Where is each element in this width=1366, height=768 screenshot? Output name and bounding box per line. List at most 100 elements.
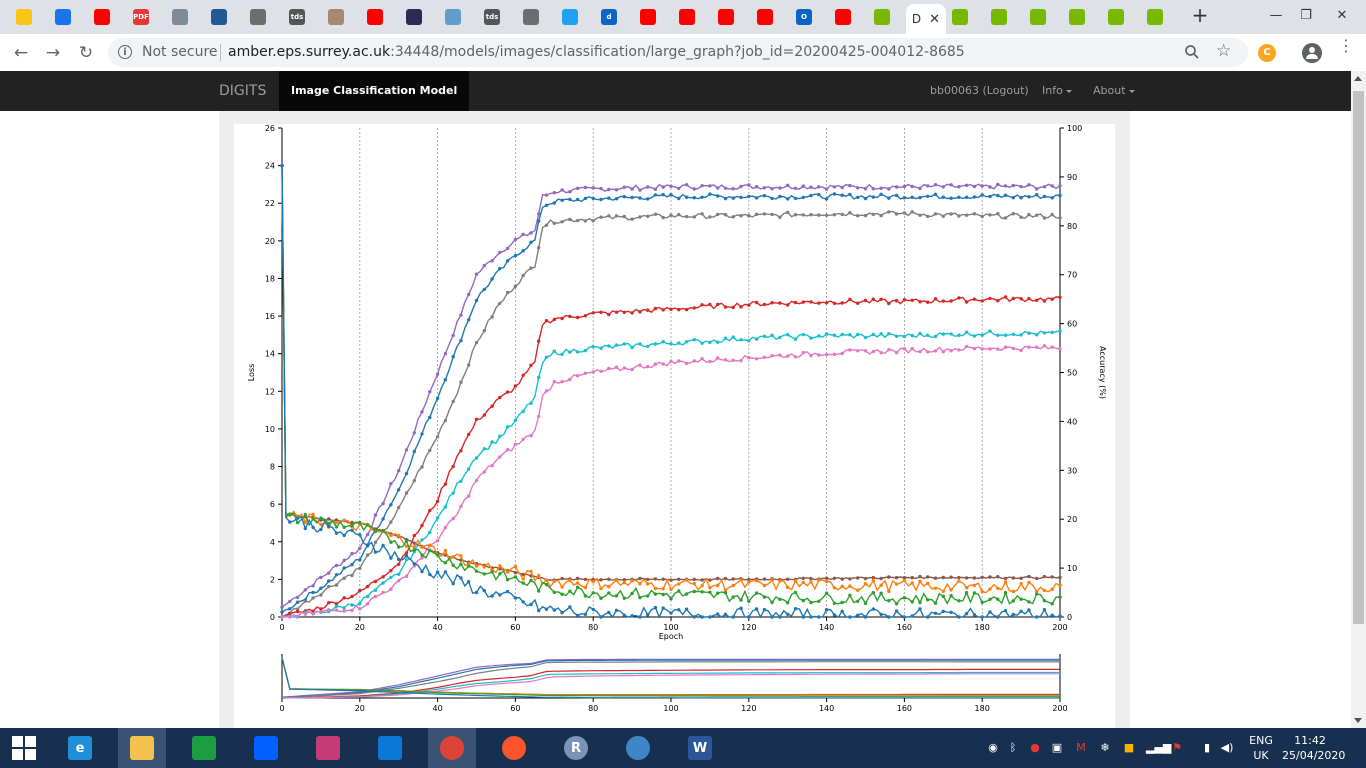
data-point bbox=[552, 379, 556, 384]
system-clock[interactable]: 11:42 25/04/2020 bbox=[1282, 733, 1345, 763]
tray-disk-icon[interactable]: ▣ bbox=[1051, 741, 1063, 754]
browser-tab[interactable] bbox=[1062, 4, 1092, 30]
scroll-down-arrow-icon[interactable] bbox=[1354, 718, 1362, 723]
taskbar-onedrive-button[interactable] bbox=[366, 728, 414, 768]
browser-tab[interactable] bbox=[555, 4, 585, 30]
data-point bbox=[949, 332, 953, 336]
taskbar-chrome-button[interactable] bbox=[428, 728, 476, 768]
browser-tab[interactable] bbox=[9, 4, 39, 30]
url-text[interactable]: amber.eps.surrey.ac.uk:34448/models/imag… bbox=[228, 44, 965, 60]
snowflake-icon[interactable]: ❄ bbox=[1100, 741, 1110, 754]
data-point bbox=[537, 573, 541, 578]
data-point bbox=[630, 311, 634, 315]
data-point bbox=[863, 298, 868, 303]
close-window-button[interactable]: ✕ bbox=[1336, 7, 1348, 23]
address-bar[interactable]: i Not secure amber.eps.surrey.ac.uk:3444… bbox=[108, 38, 1248, 67]
bookmark-star-icon[interactable]: ☆ bbox=[1216, 41, 1232, 61]
taskbar-globe-button[interactable] bbox=[614, 728, 662, 768]
taskbar-file-explorer-button[interactable] bbox=[118, 728, 166, 768]
data-point bbox=[560, 610, 564, 615]
data-point bbox=[778, 579, 782, 583]
extension-icon[interactable]: C bbox=[1258, 44, 1276, 62]
browser-tab[interactable]: O bbox=[789, 4, 819, 30]
logout-link[interactable]: bb00063 (Logout) bbox=[930, 84, 1029, 97]
browser-tab[interactable] bbox=[204, 4, 234, 30]
data-point bbox=[692, 359, 696, 363]
browser-tab[interactable] bbox=[360, 4, 390, 30]
data-point bbox=[397, 469, 401, 473]
data-point bbox=[980, 214, 984, 219]
volume-icon[interactable]: ◀) bbox=[1220, 741, 1234, 754]
wifi-signal-icon[interactable]: ▂▄▆ bbox=[1146, 741, 1172, 754]
browser-tab[interactable] bbox=[633, 4, 663, 30]
profile-icon[interactable] bbox=[1302, 43, 1322, 63]
tray-security-icon[interactable]: ◉ bbox=[988, 741, 998, 754]
browser-tab[interactable]: PDF bbox=[126, 4, 156, 30]
browser-tab[interactable] bbox=[867, 4, 897, 30]
start-button[interactable] bbox=[0, 728, 48, 768]
zoom-search-icon[interactable] bbox=[1184, 44, 1200, 60]
browser-tab[interactable]: tds bbox=[282, 4, 312, 30]
data-point bbox=[653, 592, 658, 596]
back-button[interactable]: ← bbox=[13, 43, 29, 63]
forward-button[interactable]: → bbox=[45, 43, 61, 63]
info-icon[interactable]: i bbox=[118, 45, 132, 59]
data-point bbox=[1035, 187, 1039, 191]
restore-button[interactable]: ❐ bbox=[1300, 7, 1312, 23]
menu-kebab-icon[interactable]: ⋮ bbox=[1338, 36, 1354, 55]
language-indicator[interactable]: ENG UK bbox=[1244, 733, 1278, 763]
new-tab-button[interactable]: + bbox=[1191, 3, 1209, 27]
taskbar-paint-button[interactable] bbox=[304, 728, 352, 768]
data-point bbox=[568, 314, 572, 319]
taskbar-ie-button[interactable]: e bbox=[56, 728, 104, 768]
browser-tab[interactable] bbox=[750, 4, 780, 30]
file-explorer-icon bbox=[130, 736, 154, 760]
data-point bbox=[552, 201, 556, 205]
digits-brand-link[interactable]: DIGITS bbox=[219, 83, 267, 99]
browser-tab[interactable] bbox=[516, 4, 546, 30]
browser-tab[interactable] bbox=[945, 4, 975, 30]
tray-flag-icon[interactable]: ⚑ bbox=[1172, 741, 1182, 754]
taskbar-store-button[interactable] bbox=[180, 728, 228, 768]
data-point bbox=[311, 596, 315, 600]
browser-tab[interactable] bbox=[984, 4, 1014, 30]
data-point bbox=[902, 576, 907, 580]
browser-tab[interactable] bbox=[165, 4, 195, 30]
browser-tab[interactable] bbox=[711, 4, 741, 30]
browser-tab[interactable] bbox=[1101, 4, 1131, 30]
taskbar-r-button[interactable]: R bbox=[552, 728, 600, 768]
browser-tab[interactable] bbox=[828, 4, 858, 30]
battery-icon[interactable]: ▮ bbox=[1203, 741, 1211, 754]
browser-tab[interactable] bbox=[321, 4, 351, 30]
browser-tab[interactable] bbox=[1023, 4, 1053, 30]
browser-tab[interactable] bbox=[243, 4, 273, 30]
about-dropdown[interactable]: About bbox=[1093, 84, 1135, 97]
taskbar-brave-button[interactable] bbox=[490, 728, 538, 768]
data-point bbox=[599, 369, 603, 373]
info-dropdown[interactable]: Info bbox=[1042, 84, 1072, 97]
tray-app-icon[interactable]: ● bbox=[1030, 741, 1040, 754]
browser-tab[interactable] bbox=[399, 4, 429, 30]
browser-tab[interactable] bbox=[87, 4, 117, 30]
taskbar-word-button[interactable]: W bbox=[676, 728, 724, 768]
browser-tab[interactable] bbox=[438, 4, 468, 30]
page-scrollbar[interactable] bbox=[1351, 71, 1366, 728]
close-tab-icon[interactable]: ✕ bbox=[929, 11, 941, 27]
browser-tab[interactable] bbox=[672, 4, 702, 30]
reload-button[interactable]: ↻ bbox=[78, 43, 94, 63]
bluetooth-icon[interactable]: ᛒ bbox=[1009, 741, 1017, 754]
training-chart[interactable]: 0 20 40 60 80 100 120 140 160 180 2000246810121416… bbox=[234, 124, 1115, 728]
browser-tab[interactable] bbox=[48, 4, 78, 30]
minimize-button[interactable]: — bbox=[1269, 7, 1283, 23]
scroll-up-arrow-icon[interactable] bbox=[1354, 76, 1362, 81]
browser-tab[interactable]: d bbox=[594, 4, 624, 30]
active-tab[interactable]: D ✕ bbox=[906, 4, 946, 34]
data-point bbox=[692, 589, 696, 594]
browser-tab[interactable]: tds bbox=[477, 4, 507, 30]
nav-image-classification-model[interactable]: Image Classification Model bbox=[279, 71, 470, 111]
tray-mcafee-icon[interactable]: M bbox=[1076, 741, 1086, 754]
scroll-thumb[interactable] bbox=[1353, 91, 1364, 624]
taskbar-dropbox-button[interactable] bbox=[242, 728, 290, 768]
tray-box-icon[interactable]: ■ bbox=[1123, 741, 1135, 754]
browser-tab[interactable] bbox=[1140, 4, 1170, 30]
